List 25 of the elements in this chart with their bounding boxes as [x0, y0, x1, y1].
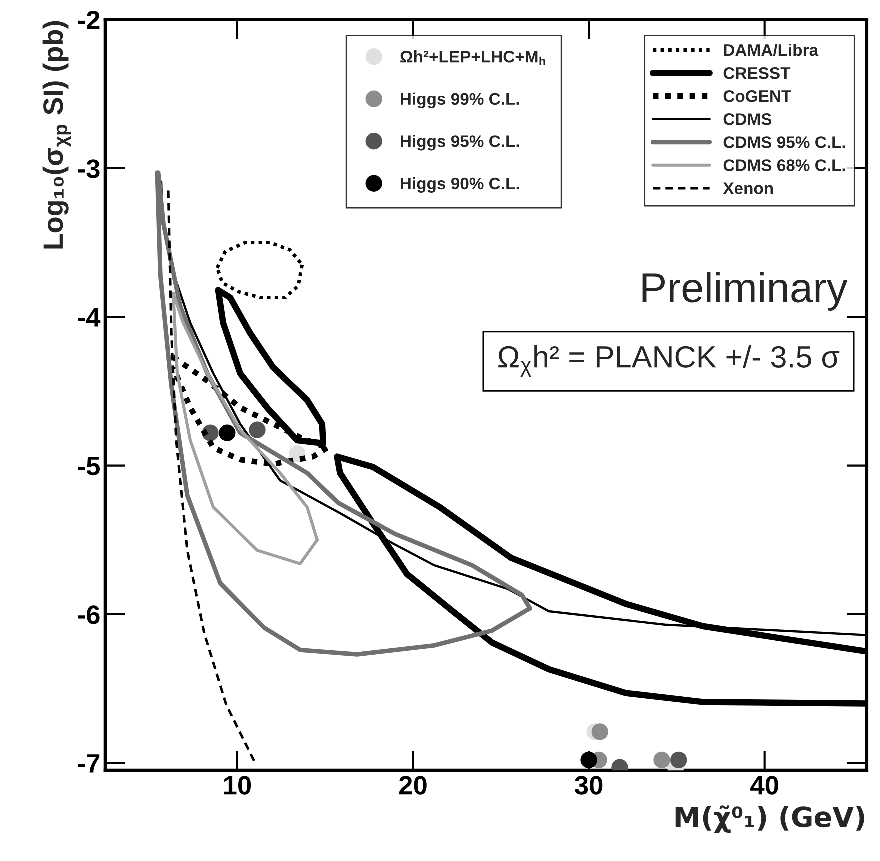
- x-axis-title: M(χ̃⁰₁) (GeV): [676, 806, 864, 833]
- x-tick-label: 20: [399, 776, 427, 795]
- x-tick-label: 10: [224, 776, 252, 795]
- annotation: Preliminary: [642, 272, 848, 312]
- legend-label: CDMS 68% C.L.: [724, 160, 846, 172]
- legend-label: Higgs 90% C.L.: [401, 177, 520, 194]
- legend-label: CDMS: [724, 114, 772, 126]
- x-tick-label: 40: [750, 776, 778, 795]
- y-tick-label: -5: [78, 457, 100, 476]
- legend-label: CRESST: [724, 67, 791, 80]
- x-tick-label: 30: [574, 776, 603, 795]
- legend-label: CoGENT: [724, 90, 792, 102]
- y-tick-label: -4: [78, 308, 101, 327]
- y-tick-label: -6: [78, 606, 100, 624]
- y-tick-label: -2: [78, 10, 100, 30]
- annotation: Ω$_{χ}$h² = PLANCK +/- 3.5 σ: [498, 346, 840, 377]
- legend-label: Higgs 95% C.L.: [401, 135, 520, 151]
- y-axis-title: Log₁₀(σ$_{χp}$ SI) (pb): [42, 21, 72, 249]
- legend-label: Xenon: [723, 182, 774, 194]
- y-tick-label: -3: [78, 160, 100, 178]
- legend-label: Higgs 99% C.L.: [401, 92, 520, 108]
- legend-label: DAMA/Libra: [724, 44, 819, 56]
- y-tick-label: -7: [78, 754, 100, 773]
- legend-label: Ωh²+LEP+LHC+M$_{h}$: [400, 50, 546, 66]
- legend-label: CDMS 95% C.L.: [724, 136, 846, 148]
